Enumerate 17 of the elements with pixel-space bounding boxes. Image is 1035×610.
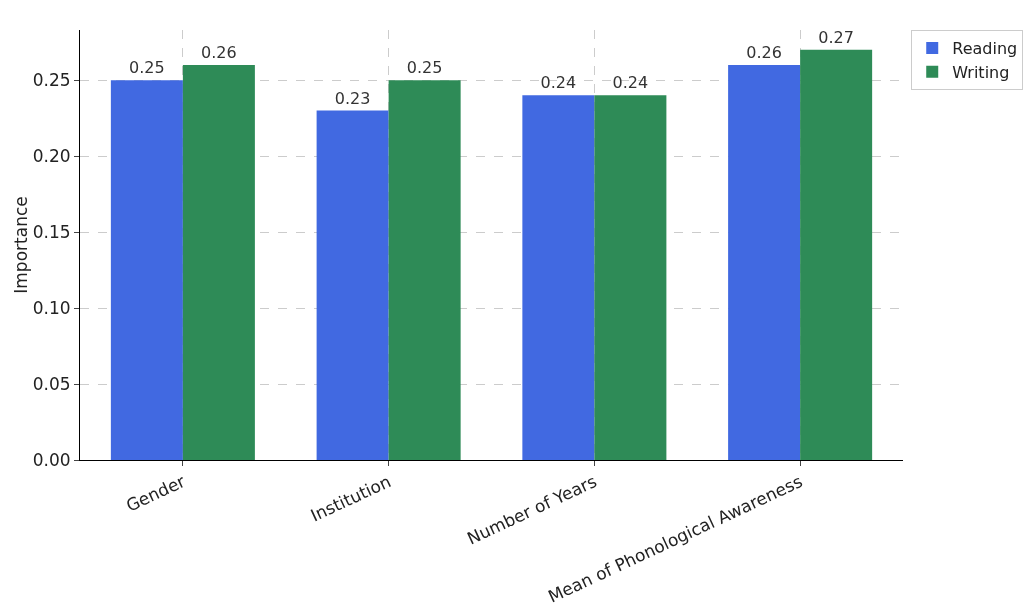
legend-label: Reading: [952, 39, 1018, 59]
y-tick-label: 0.15: [32, 222, 71, 243]
y-tick-label: 0.20: [32, 146, 71, 167]
data-label: 0.23: [334, 88, 371, 108]
y-tick-label: 0.05: [32, 373, 71, 394]
data-label: 0.27: [818, 27, 854, 47]
data-label: 0.26: [746, 42, 782, 62]
legend-label: Writing: [952, 62, 1010, 82]
y-tick-label: 0.25: [32, 70, 71, 91]
data-label: 0.25: [406, 58, 443, 78]
y-axis-title: Importance: [10, 196, 31, 294]
data-label: 0.25: [129, 58, 165, 78]
data-label: 0.26: [201, 42, 237, 62]
y-tick-label: 0.10: [32, 298, 71, 319]
data-label: 0.24: [612, 73, 649, 93]
data-label: 0.24: [540, 73, 577, 93]
y-tick-label: 0.00: [32, 449, 71, 470]
